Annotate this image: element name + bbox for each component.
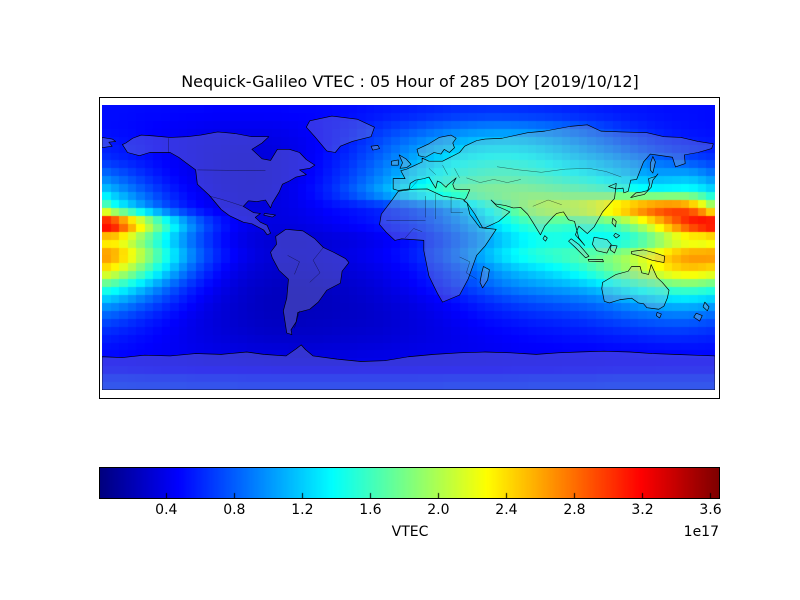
landmass-britain (398, 154, 412, 169)
landmass-sulawesi (609, 244, 618, 254)
landmass-sri-lanka (542, 235, 548, 242)
landmass-new-guinea (631, 249, 666, 263)
chart-title: Nequick-Galileo VTEC : 05 Hour of 285 DO… (181, 72, 639, 91)
landmass-borneo (592, 236, 612, 254)
colorbar-tick-label: 3.6 (699, 502, 722, 518)
landmass-mindanao (613, 232, 620, 239)
colorbar-tick-label: 0.4 (155, 502, 178, 518)
colorbar-tick-label: 2.0 (427, 502, 450, 518)
landmass-south-america (270, 228, 350, 335)
landmass-scandinavia (416, 134, 457, 158)
landmass-new-zealand-north (702, 301, 710, 312)
landmass-chukotka-wrap (102, 137, 116, 149)
landmass-sumatra (568, 238, 590, 259)
colorbar-tick-label: 1.2 (291, 502, 314, 518)
colorbar-tick-label: 3.2 (631, 502, 654, 518)
colorbar-tick-label: 1.6 (359, 502, 382, 518)
colorbar-scale-note: 1e17 (683, 524, 719, 540)
landmass-north-america (122, 131, 316, 236)
landmass-greenland (305, 115, 375, 153)
landmass-sakhalin (649, 156, 656, 174)
colorbar (99, 467, 720, 499)
landmass-cuba (263, 213, 277, 218)
landmass-madagascar (479, 266, 490, 289)
colorbar-tick-label: 2.8 (563, 502, 586, 518)
vtec-heatmap-canvas (102, 105, 715, 390)
map-image (102, 105, 715, 390)
landmass-java (587, 259, 604, 263)
landmass-tasmania (655, 312, 662, 319)
landmass-iceland (370, 145, 380, 151)
landmass-australia (601, 264, 670, 310)
colorbar-label: VTEC (391, 524, 429, 540)
coastlines-overlay (102, 115, 715, 390)
colorbar-gradient-canvas (100, 468, 719, 498)
landmass-new-zealand-south (693, 312, 703, 322)
colorbar-tick-labels: 0.4 0.8 1.2 1.6 2.0 2.4 2.8 3.2 3.6 (100, 502, 722, 520)
country-borders (168, 138, 622, 329)
landmass-luzon (611, 217, 617, 228)
landmass-ireland (391, 159, 399, 166)
landmass-africa (379, 188, 497, 303)
map-axes (99, 97, 720, 399)
landmass-japan (630, 173, 659, 198)
colorbar-tick-label: 2.4 (495, 502, 518, 518)
landmass-eurasia (392, 124, 714, 246)
landmass-antarctica (102, 344, 715, 390)
colorbar-tick-label: 0.8 (223, 502, 246, 518)
